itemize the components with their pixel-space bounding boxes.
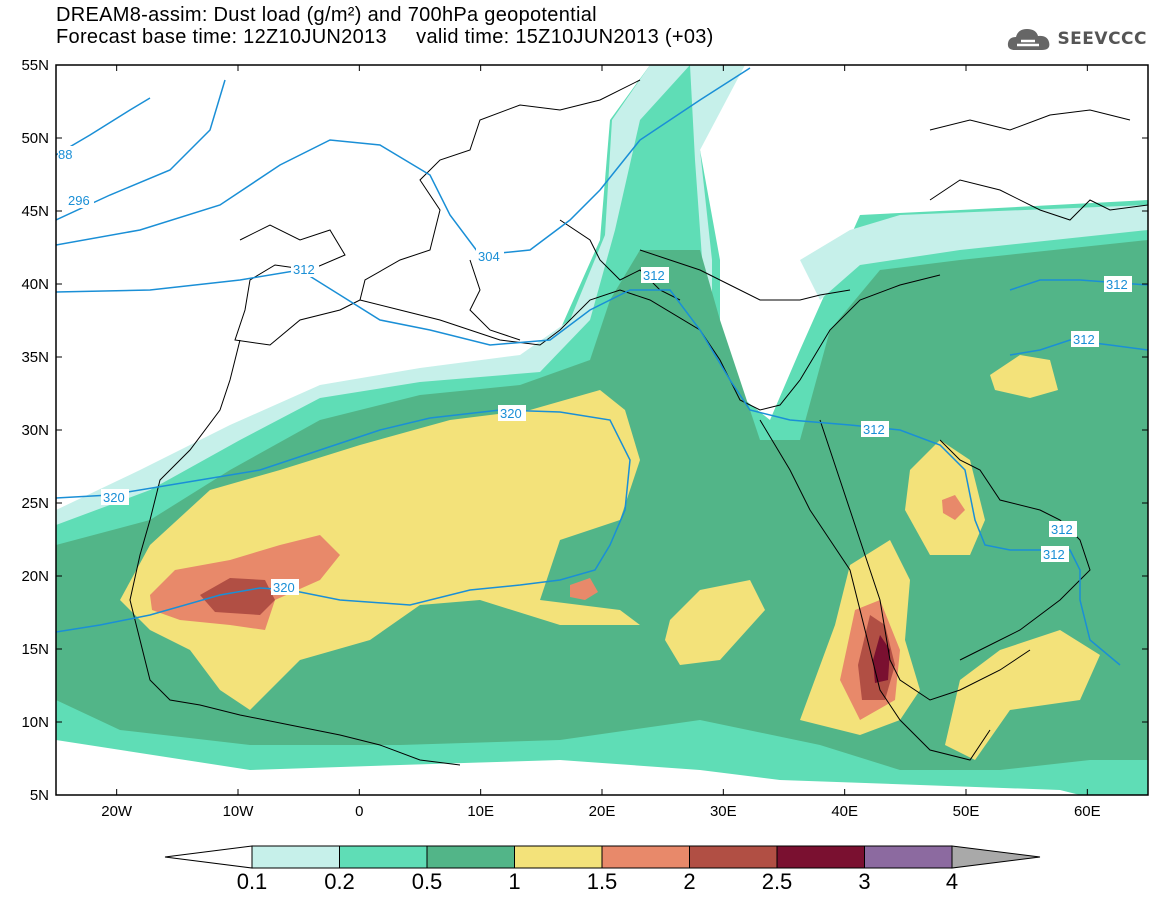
colorbar-label: 2: [683, 869, 695, 894]
lon-label: 10W: [223, 803, 255, 820]
colorbar-box: [601, 845, 690, 869]
lat-label: 10N: [21, 714, 49, 731]
title-line2: Forecast base time: 12Z10JUN2013 valid t…: [56, 26, 714, 48]
contour-label: 88: [58, 147, 72, 162]
longitude-axis: 20W 10W 0 10E 20E 30E 40E 50E 60E: [101, 65, 1101, 820]
contour-label: 304: [478, 249, 500, 264]
colorbar-label: 0.1: [237, 869, 268, 894]
colorbar-label: 4: [946, 869, 958, 894]
dust-band-1-iran: [990, 355, 1058, 398]
lon-label: 30E: [710, 803, 737, 820]
lon-label: 40E: [831, 803, 858, 820]
lon-label: 10E: [467, 803, 494, 820]
lat-label: 40N: [21, 276, 49, 293]
contour-label: 296: [68, 193, 90, 208]
colorbar-high-triangle: [951, 845, 1041, 869]
colorbar-box: [864, 845, 953, 869]
colorbar-label: 1: [508, 869, 520, 894]
dust-band-0.1-north: [56, 65, 690, 525]
colorbar-box: [776, 845, 865, 869]
dust-band-2: [200, 578, 275, 615]
dust-band-0.1-east: [690, 65, 745, 420]
colorbar-box: [514, 845, 603, 869]
contour-label: 312: [1043, 547, 1065, 562]
dust-band-1.5-chad: [570, 578, 598, 600]
colorbar-box: [689, 845, 778, 869]
dust-band-1: [120, 390, 640, 710]
lat-label: 30N: [21, 422, 49, 439]
dust-band-1.5-arabia: [942, 495, 965, 520]
contour-label: 312: [863, 422, 885, 437]
contour-label: 312: [1051, 522, 1073, 537]
colorbar-box: [339, 845, 428, 869]
contour-label: 312: [643, 268, 665, 283]
lon-label: 60E: [1074, 803, 1101, 820]
dust-band-1-somalia: [945, 630, 1100, 760]
map-fill: 88 296 304 312 312 320 320 320 312 312 3…: [56, 65, 1148, 795]
cloud-logo-icon: [1008, 29, 1050, 50]
seevccc-logo: SEEVCCC: [1005, 22, 1147, 56]
logo-text: SEEVCCC: [1057, 29, 1147, 49]
colorbar-box: [426, 845, 515, 869]
colorbar-label: 2.5: [762, 869, 793, 894]
contour-label: 312: [1073, 332, 1095, 347]
latitude-axis: 55N 50N 45N 40N 35N 30N 25N 20N 15N 10N 5N: [21, 57, 1148, 804]
dust-band-2.5: [873, 635, 890, 683]
title-line1: DREAM8-assim: Dust load (g/m²) and 700hP…: [56, 4, 597, 26]
colorbar-low-triangle: [164, 845, 253, 869]
lat-label: 5N: [30, 787, 49, 804]
lat-label: 25N: [21, 495, 49, 512]
lat-label: 50N: [21, 130, 49, 147]
lat-label: 15N: [21, 641, 49, 658]
contour-label: 312: [293, 262, 315, 277]
contour-label: 312: [1106, 277, 1128, 292]
colorbar-label: 0.2: [324, 869, 355, 894]
dust-band-1-sahel: [665, 580, 765, 665]
dust-band-0.1-arabia: [800, 205, 1148, 300]
contour-label: 320: [103, 490, 125, 505]
colorbar-box: [251, 845, 340, 869]
lon-label: 0: [355, 803, 363, 820]
lat-label: 35N: [21, 349, 49, 366]
lon-label: 20W: [101, 803, 133, 820]
contour-labels: 88 296 304 312 312 320 320 320 312 312 3…: [58, 146, 1132, 595]
lat-label: 55N: [21, 57, 49, 74]
geopotential-contours: [56, 67, 1148, 666]
colorbar: 0.1 0.2 0.5 1 1.5 2 2.5 3 4: [164, 845, 1041, 894]
colorbar-label: 0.5: [412, 869, 443, 894]
lon-label: 20E: [589, 803, 616, 820]
colorbar-label: 3: [858, 869, 870, 894]
lat-label: 45N: [21, 203, 49, 220]
contour-label: 320: [273, 580, 295, 595]
dust-band-1-arabia: [905, 440, 985, 555]
lat-label: 20N: [21, 568, 49, 585]
lon-label: 50E: [953, 803, 980, 820]
contour-label: 320: [500, 406, 522, 421]
colorbar-label: 1.5: [587, 869, 618, 894]
